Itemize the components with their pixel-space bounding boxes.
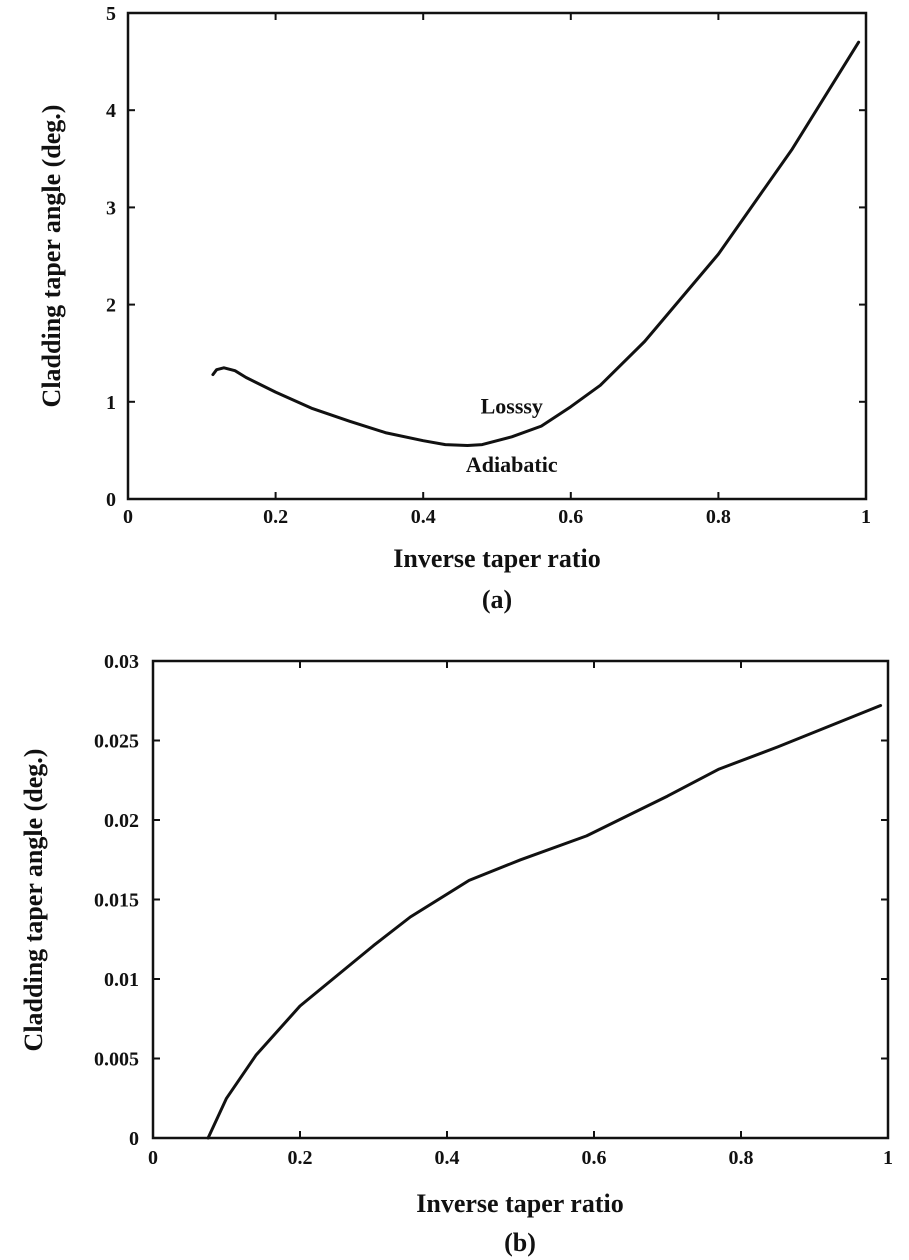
chart-b-y-axis-label: Cladding taper angle (deg.) — [19, 749, 48, 1052]
chart-b-x-axis-label: Inverse taper ratio — [416, 1189, 623, 1218]
chart-a-x-axis-label: Inverse taper ratio — [393, 544, 600, 573]
chart-a-y-tick-label: 5 — [106, 3, 116, 25]
chart-a-y-axis-label: Cladding taper angle (deg.) — [37, 105, 66, 408]
chart-a-y-tick-label: 1 — [106, 392, 116, 414]
chart-b-series-layer — [206, 704, 883, 1140]
chart-a-series-line-0 — [211, 40, 861, 447]
chart-b-y-tick-label: 0.005 — [94, 1049, 139, 1071]
chart-a-x-tick-label: 0 — [123, 506, 133, 528]
chart-a-annotation: Adiabatic — [466, 452, 558, 477]
chart-b-y-tick-label: 0.02 — [104, 810, 139, 832]
chart-a-x-tick-label: 1 — [861, 506, 871, 528]
chart-b-panel-label: (b) — [504, 1228, 536, 1257]
chart-a-x-tick-label: 0.6 — [558, 506, 583, 528]
chart-b-y-ticks: 0 0.005 0.01 0.015 0.02 0.025 0.03 — [94, 651, 888, 1150]
chart-panel-a: 0 0.2 0.4 0.6 0.8 1 0 1 2 3 4 5 Losssy Adiabatic In… — [37, 3, 871, 614]
chart-a-annotation: Losssy — [481, 393, 543, 418]
chart-a-x-tick-label: 0.2 — [263, 506, 288, 528]
chart-a-y-tick-label: 4 — [106, 100, 116, 122]
chart-b-x-ticks: 0 0.2 0.4 0.6 0.8 1 — [148, 661, 893, 1169]
chart-a-y-tick-label: 0 — [106, 489, 116, 511]
chart-a-y-ticks: 0 1 2 3 4 5 — [106, 3, 866, 511]
chart-b-y-tick-label: 0.015 — [94, 890, 139, 912]
chart-b-y-tick-label: 0.01 — [104, 969, 139, 991]
chart-b-x-tick-label: 0 — [148, 1147, 158, 1169]
chart-panel-b: 0 0.2 0.4 0.6 0.8 1 00.0050.010.0150.020.0250… — [19, 651, 893, 1257]
chart-b-x-tick-label: 1 — [883, 1147, 893, 1169]
chart-a-x-tick-label: 0.4 — [411, 506, 436, 528]
chart-b-x-tick-label: 0.6 — [582, 1147, 607, 1169]
chart-a-y-tick-label: 3 — [106, 197, 116, 219]
chart-a-annotations: Losssy Adiabatic — [466, 393, 558, 476]
chart-a-series-layer — [211, 40, 861, 447]
chart-b-y-tick-label: 0.025 — [94, 731, 139, 753]
chart-b-plot-frame — [151, 659, 890, 1140]
chart-a-plot-frame — [126, 11, 868, 501]
chart-b-x-tick-label: 0.2 — [288, 1147, 313, 1169]
chart-a-y-tick-label: 2 — [106, 295, 116, 317]
chart-b-x-tick-label: 0.8 — [729, 1147, 754, 1169]
chart-a-x-tick-label: 0.8 — [706, 506, 731, 528]
chart-b-y-tick-label: 0.03 — [104, 651, 139, 673]
chart-a-x-ticks: 0 0.2 0.4 0.6 0.8 1 — [123, 13, 871, 528]
chart-b-y-tick-label: 0 — [129, 1128, 139, 1150]
chart-b-x-tick-label: 0.4 — [435, 1147, 460, 1169]
chart-b-series-line-0 — [206, 704, 883, 1140]
chart-a-panel-label: (a) — [482, 585, 512, 614]
